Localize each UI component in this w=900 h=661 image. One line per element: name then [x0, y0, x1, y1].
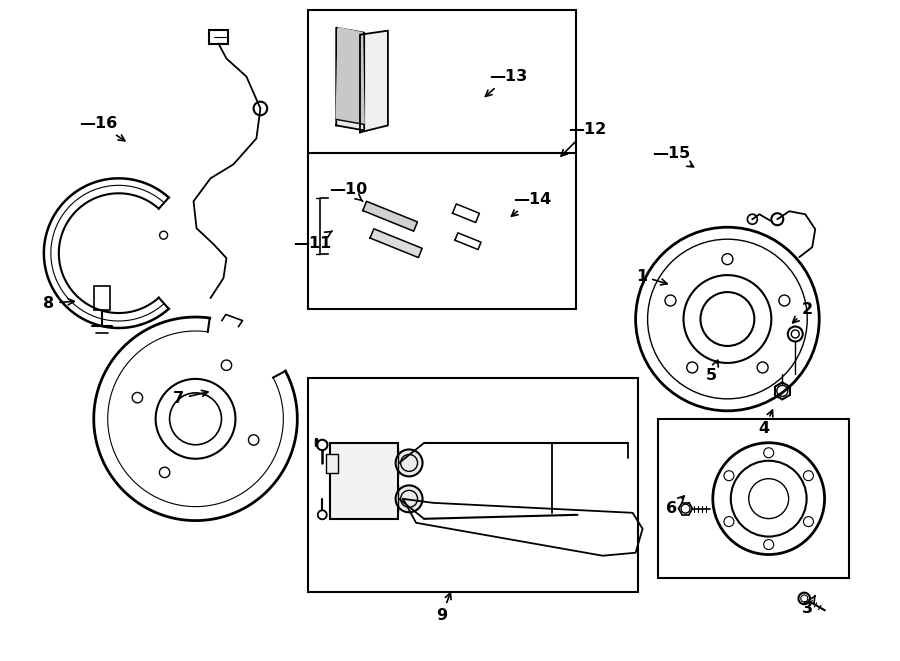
Text: 2: 2	[793, 301, 813, 323]
Text: —10: —10	[329, 182, 367, 202]
Text: 6: 6	[666, 496, 684, 516]
Text: —14: —14	[511, 192, 551, 216]
Bar	[309, 378, 637, 592]
Text: 7: 7	[173, 391, 208, 407]
Bar	[94, 286, 110, 310]
Polygon shape	[363, 202, 418, 231]
Text: 8: 8	[43, 295, 74, 311]
Bar	[327, 454, 338, 473]
Bar	[658, 419, 850, 578]
Text: 3: 3	[802, 596, 815, 616]
Circle shape	[396, 449, 423, 477]
Polygon shape	[337, 28, 365, 130]
Text: —11: —11	[293, 231, 332, 251]
Bar	[330, 443, 398, 519]
Polygon shape	[370, 229, 422, 258]
Polygon shape	[360, 30, 388, 132]
Text: —15: —15	[652, 146, 694, 167]
Text: 1: 1	[636, 268, 667, 285]
Bar	[309, 10, 576, 309]
Text: —16: —16	[79, 116, 125, 141]
Text: 5: 5	[706, 360, 718, 383]
Bar	[209, 30, 229, 44]
Polygon shape	[337, 28, 365, 124]
Text: —13: —13	[485, 69, 527, 97]
Text: —12: —12	[561, 122, 607, 156]
Circle shape	[396, 485, 423, 512]
Text: 4: 4	[759, 410, 773, 436]
Text: 9: 9	[436, 593, 451, 623]
